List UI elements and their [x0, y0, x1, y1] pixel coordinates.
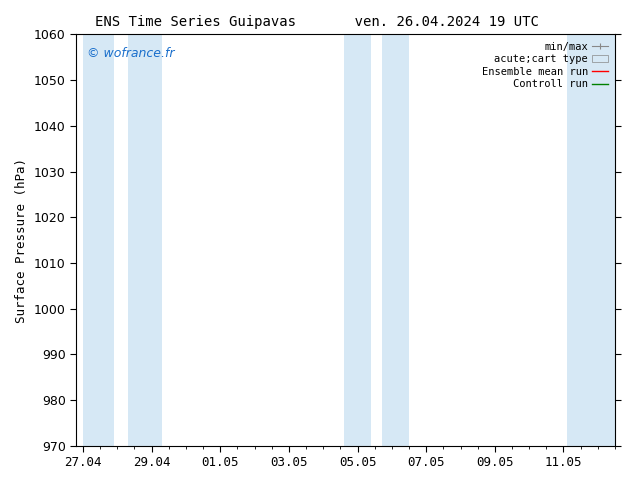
Text: © wofrance.fr: © wofrance.fr: [87, 47, 174, 60]
Legend: min/max, acute;cart type, Ensemble mean run, Controll run: min/max, acute;cart type, Ensemble mean …: [479, 40, 610, 92]
Text: ENS Time Series Guipavas       ven. 26.04.2024 19 UTC: ENS Time Series Guipavas ven. 26.04.2024…: [95, 15, 539, 29]
Bar: [344, 34, 372, 446]
Bar: [595, 34, 615, 446]
Bar: [83, 34, 114, 446]
Bar: [567, 34, 595, 446]
Bar: [127, 34, 162, 446]
Y-axis label: Surface Pressure (hPa): Surface Pressure (hPa): [15, 158, 29, 322]
Bar: [382, 34, 409, 446]
